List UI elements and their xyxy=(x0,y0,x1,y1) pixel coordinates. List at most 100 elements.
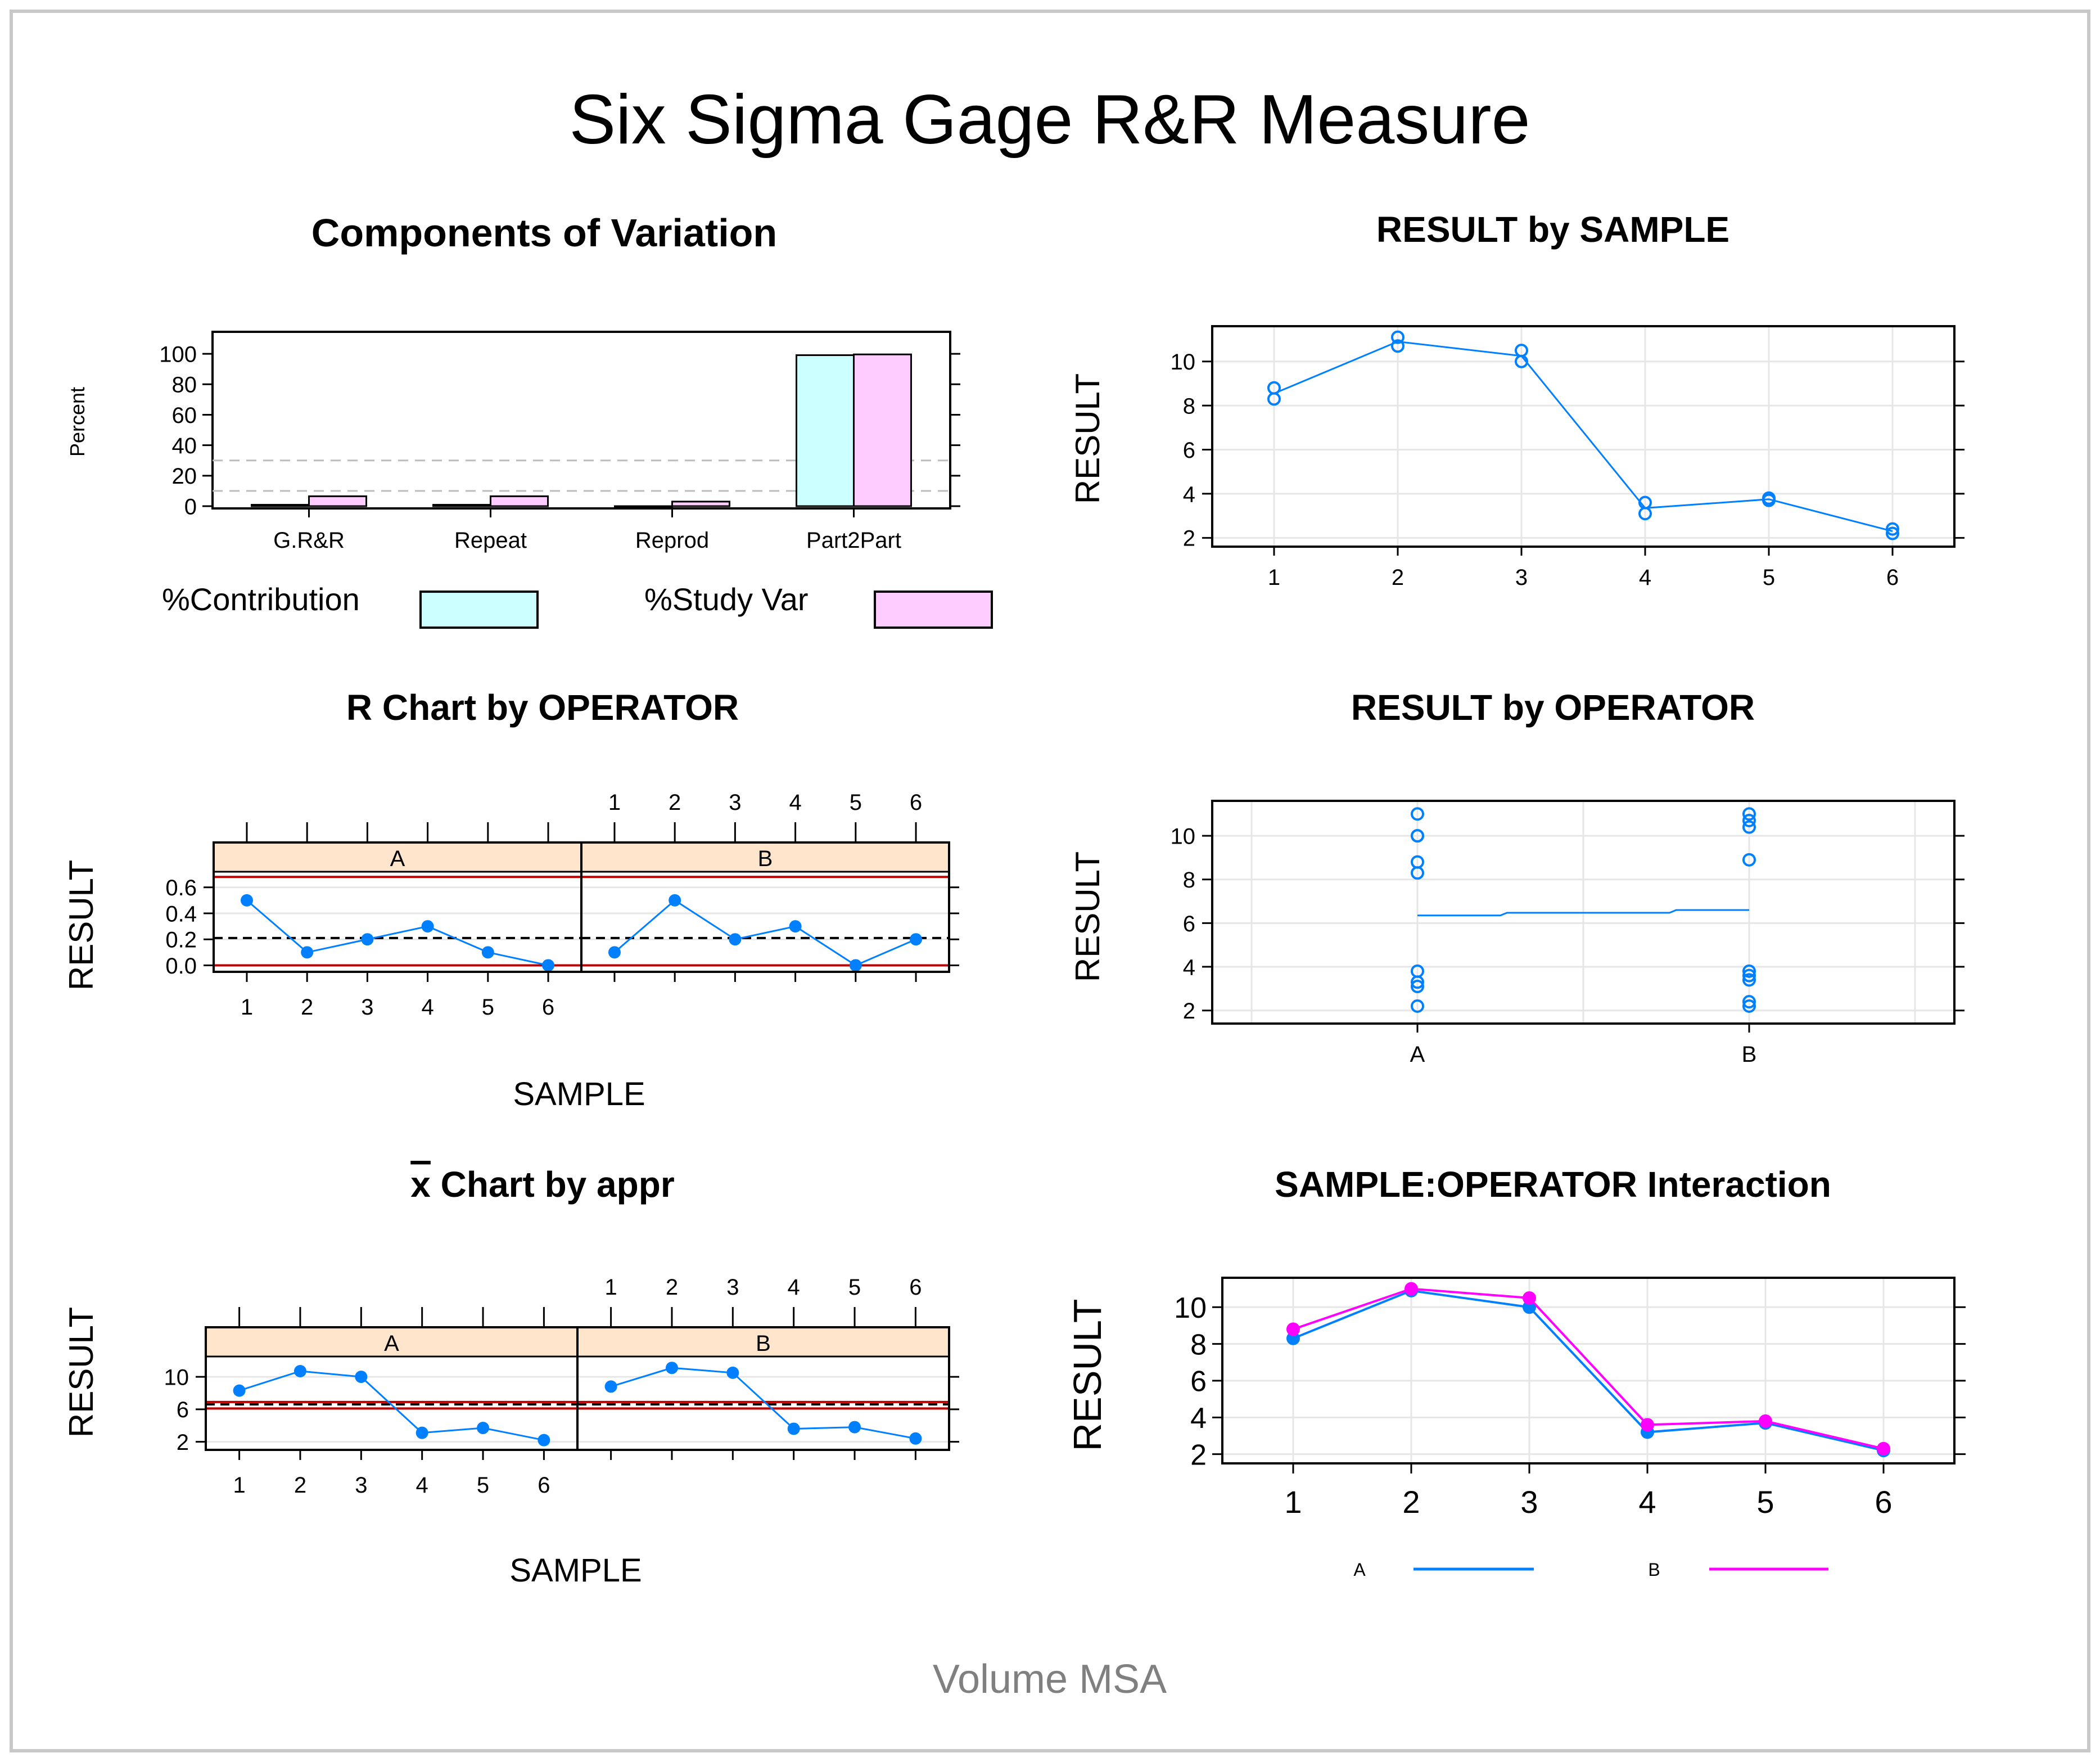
sample-data-point xyxy=(1886,526,1899,540)
rchart-series-line xyxy=(246,899,549,966)
interaction-ytick-label: 10 xyxy=(1174,1292,1207,1324)
components-ytick-label: 20 xyxy=(172,464,197,489)
sample-mean-line xyxy=(1273,340,1893,533)
interaction-ytick-label: 4 xyxy=(1190,1402,1207,1435)
interaction-plot-border xyxy=(1221,1277,1956,1464)
sample-ytick-label: 4 xyxy=(1183,482,1195,507)
interaction-xtick-label: 4 xyxy=(1638,1484,1656,1520)
rchart-data-point xyxy=(729,933,742,946)
interaction-ytick-label: 2 xyxy=(1190,1439,1207,1471)
xbar-ytick-label: 10 xyxy=(164,1365,189,1390)
contribution-bar xyxy=(251,504,310,507)
rchart-xtick-label: 1 xyxy=(241,995,253,1020)
operator-data-point xyxy=(1411,866,1424,880)
sample-xtick-label: 3 xyxy=(1515,565,1528,590)
interaction-point-B xyxy=(1759,1414,1772,1428)
interaction-xtick-label: 1 xyxy=(1284,1484,1302,1520)
components-ytick-label: 100 xyxy=(159,342,197,367)
operator-data-point xyxy=(1742,973,1756,987)
components-ytick-label: 40 xyxy=(172,434,197,458)
rchart-xlabel: SAMPLE xyxy=(513,1076,645,1112)
operator-ytick-label: 6 xyxy=(1183,912,1195,936)
xbar-xtick-label-top: 1 xyxy=(604,1275,617,1300)
components-ylabel: Percent xyxy=(66,387,89,457)
xbar-xtick-label-top: 4 xyxy=(788,1275,800,1300)
interaction-line-B xyxy=(1293,1287,1884,1450)
rchart-ytick-label: 0.0 xyxy=(165,954,197,979)
xbar-data-point xyxy=(604,1380,617,1393)
interaction-ytick-label: 6 xyxy=(1190,1366,1207,1398)
chart-title-components: Components of Variation xyxy=(311,211,777,255)
sample-xtick-label: 4 xyxy=(1639,565,1651,590)
xbar-data-point xyxy=(477,1422,490,1435)
study-var-bar xyxy=(490,495,549,507)
components-category-label: Repeat xyxy=(454,528,527,553)
components-category-label: Reprod xyxy=(635,528,709,553)
rchart-xtick-label: 3 xyxy=(361,995,373,1020)
xbar-xtick-label-top: 5 xyxy=(848,1275,861,1300)
rchart-ytick-label: 0.6 xyxy=(165,876,197,900)
interaction-point-B xyxy=(1404,1282,1418,1296)
operator-xtick-label: A xyxy=(1410,1042,1425,1067)
rchart-strip-label: A xyxy=(390,846,405,871)
xbar-title-rest: Chart by appr xyxy=(431,1164,675,1205)
xbar-data-point xyxy=(293,1364,306,1377)
study-var-bar xyxy=(308,495,367,507)
interaction-xtick-label: 5 xyxy=(1756,1484,1774,1520)
xbar-xtick-label-top: 3 xyxy=(726,1275,739,1300)
rchart-xtick-label: 6 xyxy=(542,995,554,1020)
xbar-xtick-label-top: 6 xyxy=(909,1275,922,1300)
operator-data-point xyxy=(1411,807,1424,821)
chart-title-r-chart: R Chart by OPERATOR xyxy=(346,687,739,728)
xbar-data-point xyxy=(848,1421,861,1434)
interaction-ytick-label: 8 xyxy=(1190,1328,1207,1361)
operator-plot-border xyxy=(1211,800,1956,1025)
xbar-data-point xyxy=(355,1371,368,1384)
r-chart: A B 1 2 3 4 5 6 1 2 3 4 5 6 0.00.20.40.6 RESULT SAMPLE xyxy=(62,790,959,1112)
xbar-data-point xyxy=(909,1432,922,1445)
rchart-data-point xyxy=(361,933,374,946)
xbar-data-point xyxy=(538,1434,550,1446)
interaction-legend-label-B: B xyxy=(1648,1560,1660,1580)
legend-label-contribution: %Contribution xyxy=(162,582,360,617)
components-plot-border xyxy=(211,331,951,510)
rchart-xtick-label: 2 xyxy=(301,995,313,1020)
interaction-xtick-label: 6 xyxy=(1875,1484,1892,1520)
rchart-xtick-label: 5 xyxy=(482,995,494,1020)
chart-title-by-operator: RESULT by OPERATOR xyxy=(1351,687,1755,728)
sample-data-point xyxy=(1762,491,1776,505)
operator-data-point xyxy=(1742,820,1756,834)
rchart-xtick-label: 4 xyxy=(421,995,433,1020)
interaction-point-B xyxy=(1523,1291,1536,1305)
components-ytick-label: 80 xyxy=(172,373,197,398)
rchart-data-point xyxy=(849,959,862,972)
xbar-xlabel: SAMPLE xyxy=(509,1552,642,1589)
operator-ytick-label: 4 xyxy=(1183,955,1195,980)
components-ytick-label: 60 xyxy=(172,403,197,428)
xbar-symbol: x xyxy=(410,1164,431,1205)
interaction-xtick-label: 2 xyxy=(1402,1484,1420,1520)
rchart-data-point xyxy=(481,946,494,959)
rchart-data-point xyxy=(789,920,802,933)
xbar-data-point xyxy=(233,1384,246,1397)
chart-title-interaction: SAMPLE:OPERATOR Interaction xyxy=(1275,1164,1831,1205)
study-var-bar xyxy=(671,501,730,507)
xbar-xtick-label: 4 xyxy=(416,1473,428,1498)
sample-xtick-label: 5 xyxy=(1763,565,1775,590)
components-ytick-label: 0 xyxy=(184,494,197,519)
operator-xtick-label: B xyxy=(1742,1042,1757,1067)
sample-data-point xyxy=(1267,381,1281,395)
legend-swatch-study-var xyxy=(874,591,993,629)
sample-data-point xyxy=(1886,522,1899,536)
xbar-xtick-label: 5 xyxy=(477,1473,489,1498)
operator-ytick-label: 8 xyxy=(1183,868,1195,893)
sample-xtick-label: 1 xyxy=(1268,565,1280,590)
operator-data-point xyxy=(1742,964,1756,978)
contribution-bar xyxy=(796,354,855,507)
operator-data-point xyxy=(1742,995,1756,1009)
operator-ytick-label: 10 xyxy=(1171,824,1196,849)
interaction-xtick-label: 3 xyxy=(1520,1484,1538,1520)
rchart-series-line xyxy=(614,899,916,967)
